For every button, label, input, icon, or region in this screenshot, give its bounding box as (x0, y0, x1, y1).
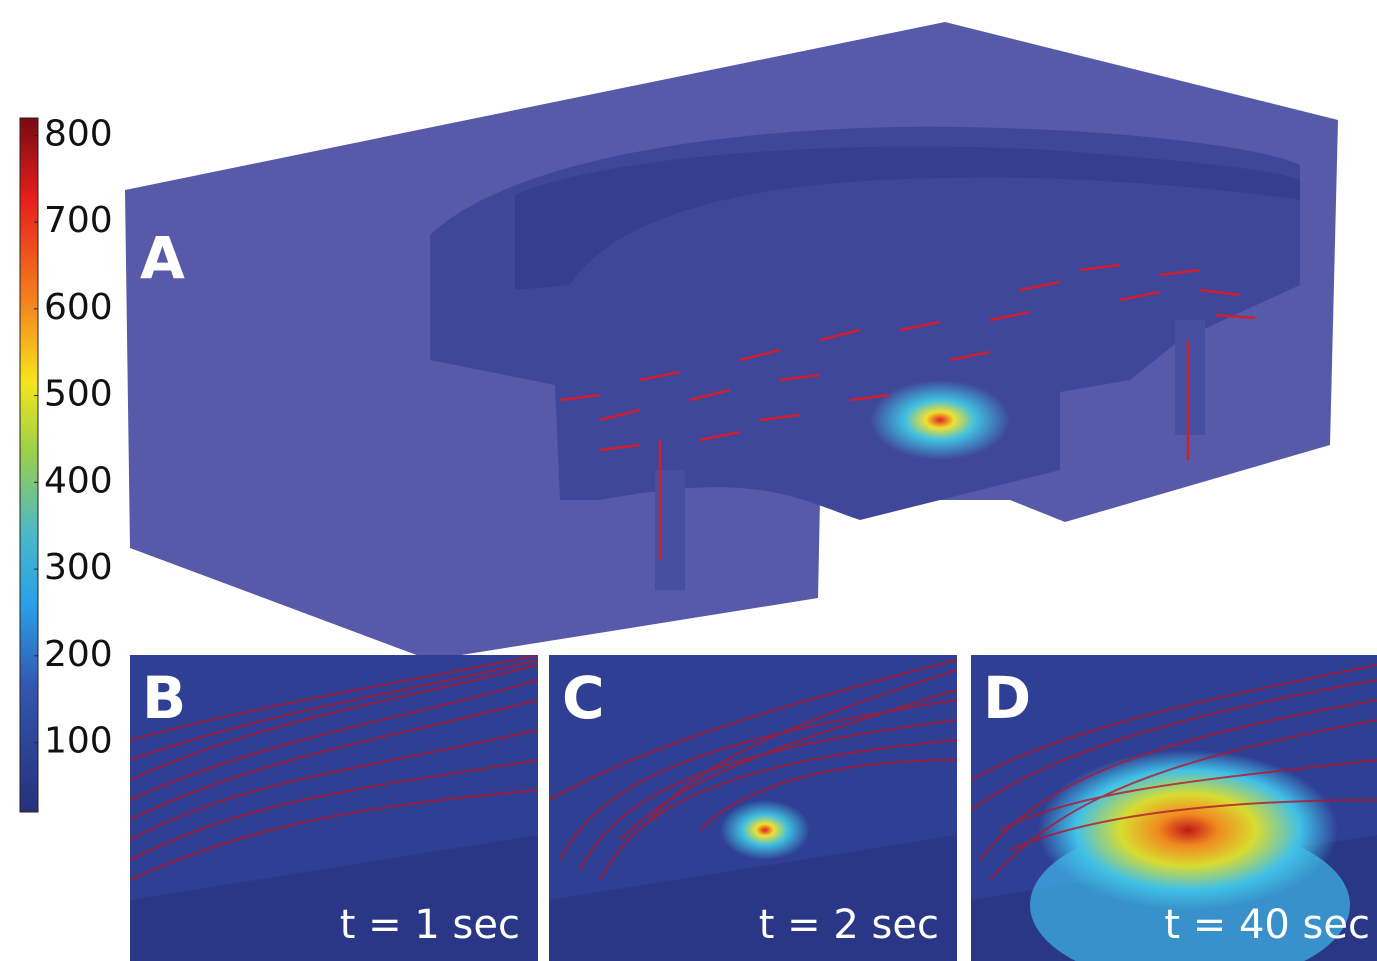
tick-label: 800 (44, 113, 113, 154)
tick-label: 700 (44, 200, 113, 241)
tick-label: 200 (44, 634, 113, 675)
tick-label: 600 (44, 287, 113, 328)
panel-a: A (125, 22, 1338, 660)
pillar (1175, 320, 1205, 435)
time-caption: t = 2 sec (759, 902, 939, 948)
tick-label: 300 (44, 547, 113, 588)
tick-label: 100 (44, 721, 113, 762)
panel-label: D (983, 664, 1031, 732)
panel-label: C (562, 664, 605, 732)
figure: A B t = 1 sec C t = 2 sec D t = 40 sec 1… (0, 0, 1377, 961)
tick-label: 500 (44, 374, 113, 415)
hot-spot (870, 380, 1010, 460)
panel-label: B (142, 664, 186, 732)
tick-label: 400 (44, 460, 113, 501)
time-caption: t = 1 sec (340, 902, 520, 948)
panel-label: A (140, 224, 185, 292)
time-caption: t = 40 sec (1164, 902, 1370, 948)
colorbar: 100 200 300 400 500 600 700 800 (20, 113, 113, 812)
